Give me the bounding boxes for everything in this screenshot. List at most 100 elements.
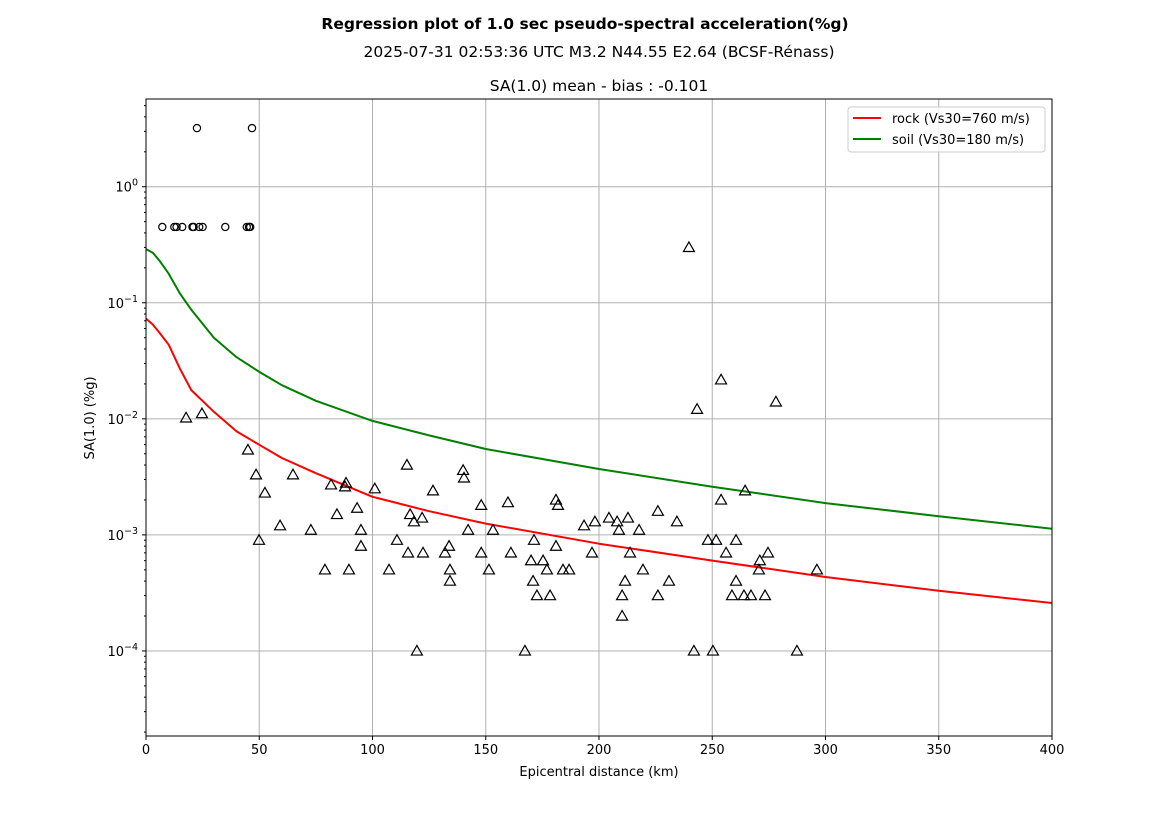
rock-regression-line (146, 317, 1052, 604)
y-tick-label: 10−4 (107, 642, 138, 660)
triangle-marker (753, 553, 767, 566)
triangle-marker (527, 533, 541, 545)
triangle-marker (729, 533, 743, 545)
triangle-marker (342, 563, 356, 575)
triangle-marker (390, 533, 404, 545)
triangle-marker (339, 476, 353, 488)
circle-marker (172, 222, 181, 232)
triangle-marker (701, 533, 715, 545)
triangle-marker (536, 553, 550, 566)
axes-title: SA(1.0) mean - bias : -0.101 (490, 77, 709, 95)
x-tick-label: 200 (587, 743, 612, 758)
triangle-marker (709, 533, 723, 545)
circle-marker (245, 222, 255, 232)
triangle-marker (738, 484, 752, 496)
triangle-marker (714, 373, 728, 385)
triangle-marker (621, 511, 635, 523)
triangle-marker (615, 588, 629, 601)
circle-marker (195, 222, 204, 232)
triangle-marker (252, 533, 266, 545)
triangle-marker (318, 563, 332, 575)
triangle-marker (761, 546, 775, 558)
x-tick-label: 400 (1040, 743, 1065, 758)
triangle-marker (241, 443, 255, 455)
y-axis-label: SA(1.0) (%g) (83, 376, 98, 459)
triangle-marker (810, 563, 824, 575)
x-tick-label: 250 (700, 743, 725, 758)
triangle-marker (690, 402, 704, 414)
ticks: 0 50 100 150 200 250 300 350 400 100 10−1 10−2 10−3 1… (107, 105, 1065, 758)
triangle-marker (368, 482, 382, 494)
triangle-marker (330, 507, 344, 520)
triangle-marker (636, 563, 650, 575)
triangle-marker (744, 588, 758, 601)
soil-regression-line (146, 248, 1052, 530)
legend: rock (Vs30=760 m/s) soil (Vs30=180 m/s) (847, 106, 1046, 153)
triangle-marker (585, 546, 599, 558)
triangle-marker (524, 553, 538, 566)
triangle-marker (682, 240, 696, 253)
chart-subtitle: 2025-07-31 02:53:36 UTC M3.2 N44.55 E2.6… (364, 43, 835, 61)
triangle-marker (415, 511, 429, 523)
triangle-marker (714, 493, 728, 505)
triangle-marker (426, 484, 440, 496)
triangle-marker (615, 609, 629, 621)
triangle-marker (632, 523, 646, 535)
triangle-marker (706, 644, 720, 656)
triangle-marker (725, 588, 739, 601)
triangle-marker (486, 523, 500, 535)
triangle-marker (551, 498, 565, 510)
circle-marker (158, 222, 167, 232)
triangle-marker (474, 546, 488, 558)
triangle-marker (623, 546, 637, 558)
regression-lines (146, 248, 1052, 604)
data-markers (158, 123, 824, 656)
triangle-marker (482, 563, 496, 575)
circle-marker (247, 123, 257, 133)
triangle-marker (602, 511, 616, 523)
triangle-marker (179, 411, 193, 423)
triangle-marker (442, 539, 456, 551)
y-tick-label: 100 (115, 178, 138, 196)
triangle-marker (403, 507, 417, 520)
triangle-marker (651, 504, 665, 516)
circle-marker (242, 222, 251, 232)
triangle-marker (410, 644, 424, 656)
circle-marker (178, 222, 187, 232)
triangle-marker (518, 644, 532, 656)
triangle-marker (504, 546, 518, 558)
x-tick-label: 350 (926, 743, 951, 758)
x-tick-label: 100 (360, 743, 385, 758)
triangle-marker (273, 518, 287, 531)
circle-marker (189, 222, 198, 232)
triangle-marker (540, 563, 554, 575)
triangle-marker (416, 546, 430, 558)
triangle-marker (438, 546, 452, 558)
circle-marker (192, 123, 202, 133)
triangle-marker (610, 514, 624, 527)
circle-marker (221, 222, 230, 232)
triangle-marker (350, 501, 364, 513)
y-tick-label: 10−2 (107, 410, 138, 428)
triangle-marker (651, 588, 665, 601)
x-axis-label: Epicentral distance (km) (519, 765, 678, 780)
triangle-marker (474, 498, 488, 510)
x-tick-label: 50 (251, 743, 268, 758)
axes-frame (145, 98, 1053, 737)
triangle-marker (758, 588, 772, 601)
triangle-marker (577, 518, 591, 531)
triangle-marker (719, 546, 733, 558)
legend-box (847, 106, 1046, 153)
triangle-marker (304, 523, 318, 535)
chart-title: Regression plot of 1.0 sec pseudo-spectr… (321, 15, 848, 33)
triangle-marker (737, 588, 751, 601)
triangle-marker (443, 574, 457, 586)
x-tick-label: 0 (142, 743, 150, 758)
triangle-marker (286, 468, 300, 480)
triangle-marker (382, 563, 396, 575)
legend-label-rock: rock (Vs30=760 m/s) (892, 112, 1030, 127)
triangle-marker (501, 495, 515, 508)
triangle-marker (588, 514, 602, 527)
triangle-marker (258, 486, 272, 498)
